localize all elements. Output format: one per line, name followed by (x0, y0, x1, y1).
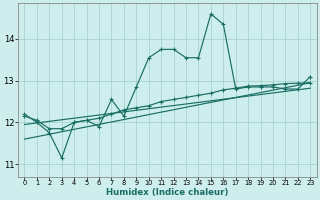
X-axis label: Humidex (Indice chaleur): Humidex (Indice chaleur) (106, 188, 228, 197)
